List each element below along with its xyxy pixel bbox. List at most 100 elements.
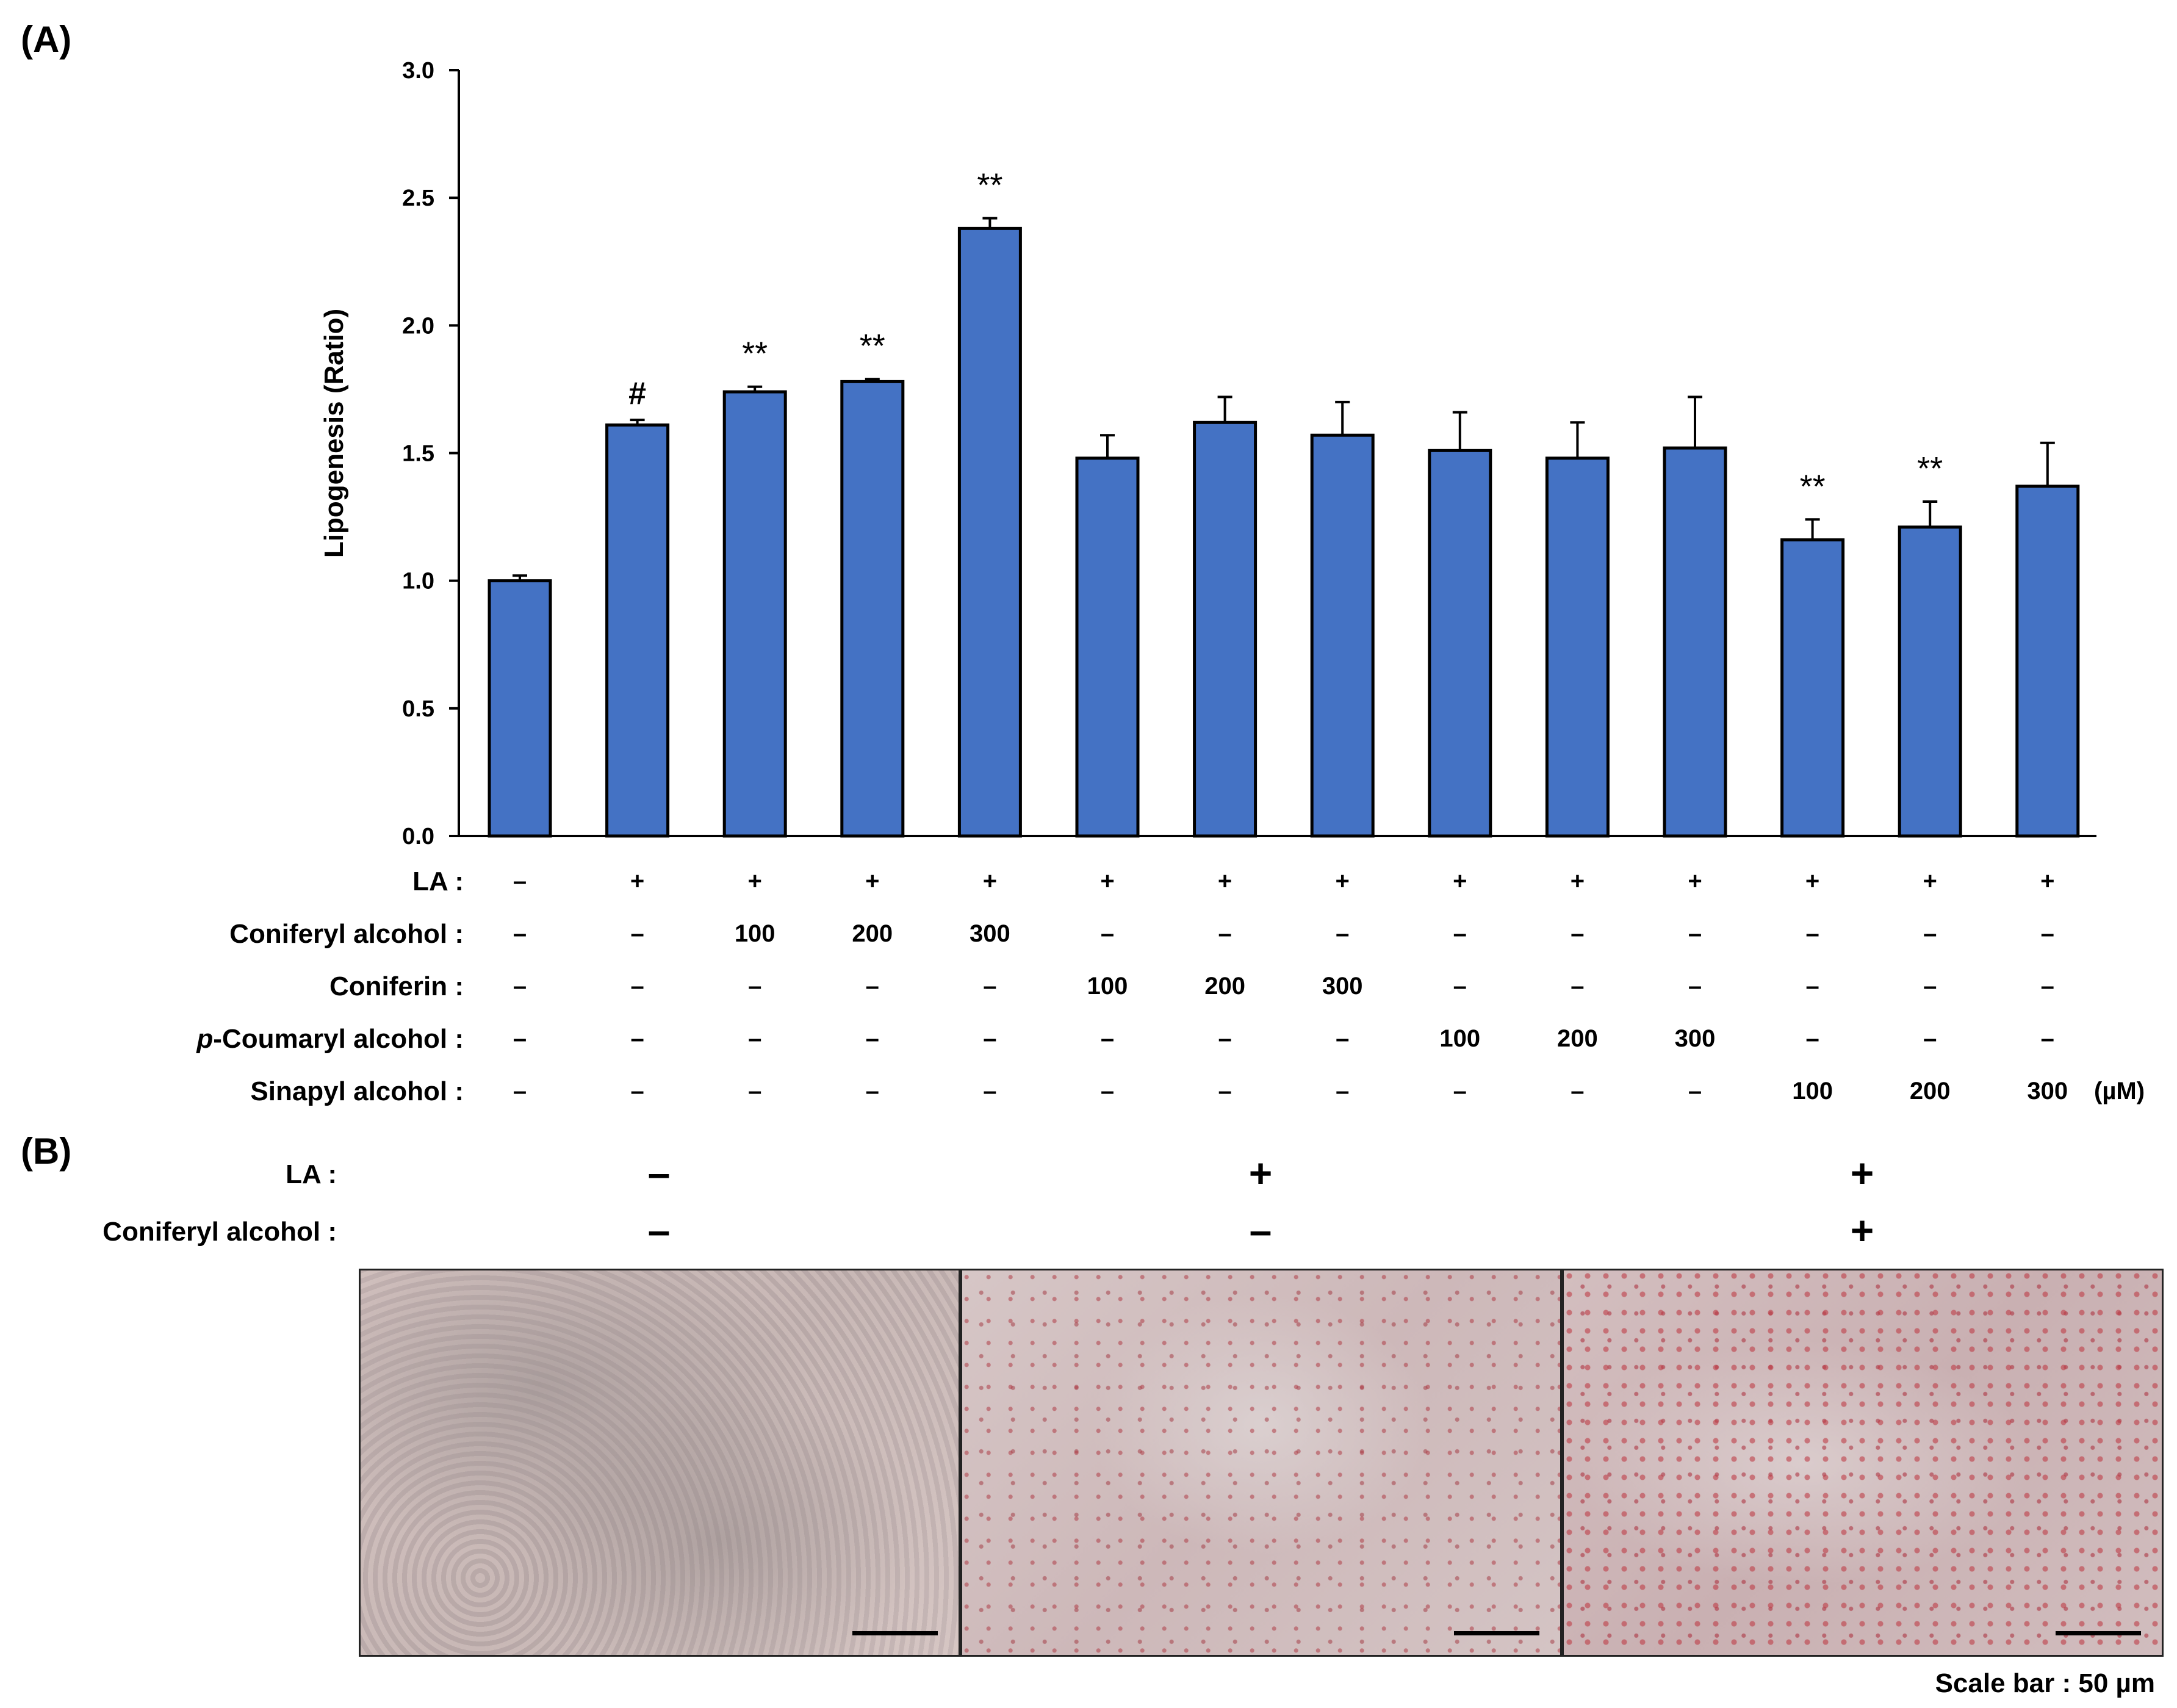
panel-b-row-label: Coniferyl alcohol :: [103, 1217, 337, 1247]
treatment-cell: –: [1805, 1025, 1819, 1052]
bar: [1428, 449, 1492, 838]
treatment-cell: 200: [852, 920, 893, 947]
y-tick-label: 2.5: [402, 186, 434, 211]
treatment-cell: +: [630, 868, 645, 895]
significance-marker: **: [1800, 468, 1826, 505]
bar: [605, 423, 670, 838]
treatment-cell: +: [1570, 868, 1585, 895]
treatment-cell: –: [1336, 1078, 1350, 1104]
treatment-cell: +: [1923, 868, 1937, 895]
bar-chart: Lipogenesis (Ratio) 0.0 0.5 1.0 1.5 2.0 2.5 3.…: [319, 58, 2096, 849]
y-tick-label: 0.0: [402, 824, 434, 849]
bar: [1545, 456, 1610, 838]
bar: [1898, 525, 1962, 838]
treatment-cell: +: [1453, 868, 1467, 895]
treatment-cell: –: [2040, 1025, 2054, 1052]
treatment-cell: –: [1100, 920, 1115, 947]
bar: [2015, 485, 2080, 838]
treatment-cell: –: [513, 1078, 527, 1104]
bars: # ** ** ** ** **: [488, 167, 2080, 838]
treatment-cell: –: [1218, 920, 1232, 947]
treatment-cell: 300: [2027, 1078, 2068, 1104]
treatment-cell: –: [1571, 1078, 1585, 1104]
micrograph-la: [960, 1269, 1562, 1657]
treatment-row-label: p-Coumaryl alcohol :: [196, 1024, 464, 1054]
treatment-cell: 100: [1439, 1025, 1481, 1052]
treatment-row-label: LA :: [412, 867, 464, 896]
treatment-cell: –: [748, 1025, 762, 1052]
treatment-cell: –: [1688, 973, 1702, 1000]
bar: [957, 226, 1022, 838]
bar: [1193, 420, 1258, 838]
treatment-cell: –: [1100, 1025, 1115, 1052]
treatment-cell: +: [982, 868, 998, 895]
y-axis-label: Lipogenesis (Ratio): [319, 309, 349, 558]
treatment-cell: –: [1923, 973, 1937, 1000]
bar: [1780, 538, 1845, 838]
treatment-cell: –: [1688, 920, 1702, 947]
treatment-cell: –: [630, 973, 644, 1000]
treatment-cell: –: [865, 1078, 879, 1104]
treatment-cell: –: [630, 920, 644, 947]
treatment-cell: –: [865, 973, 879, 1000]
treatment-row-label: Sinapyl alcohol :: [250, 1076, 464, 1106]
bar: [1075, 456, 1140, 838]
panel-b-label: (B): [21, 1131, 72, 1172]
treatment-cell: –: [630, 1078, 644, 1104]
scale-bar: [1454, 1631, 1539, 1635]
significance-marker: **: [742, 336, 768, 372]
treatment-cell: –: [865, 1025, 879, 1052]
treatment-cell: –: [748, 1078, 762, 1104]
treatment-cell: 100: [734, 920, 775, 947]
treatment-cell: –: [748, 973, 762, 1000]
y-tick-label: 0.5: [402, 696, 434, 722]
y-tick-label: 2.0: [402, 313, 434, 339]
panel-b-cell: +: [1850, 1150, 1874, 1195]
panel-b-cell: –: [647, 1150, 671, 1195]
bar: [840, 380, 905, 838]
treatment-cell: –: [513, 920, 527, 947]
treatment-cell: +: [865, 868, 880, 895]
treatment-cell: –: [2040, 920, 2054, 947]
treatment-cell: –: [1571, 973, 1585, 1000]
treatment-cell: 300: [970, 920, 1010, 947]
treatment-cell: –: [1100, 1078, 1115, 1104]
y-tick-label: 3.0: [402, 58, 434, 84]
scale-bar: [2056, 1631, 2141, 1635]
treatment-cell: –: [1336, 920, 1350, 947]
y-tick-label: 1.5: [402, 441, 434, 467]
treatment-cell: 200: [1909, 1078, 1951, 1104]
treatment-cell: +: [1100, 868, 1115, 895]
micrograph-la-coniferyl: [1562, 1269, 2164, 1657]
panel-b-cell: –: [647, 1208, 671, 1253]
treatment-cell: –: [1453, 973, 1467, 1000]
bar: [1663, 446, 1727, 838]
treatment-cell: 100: [1087, 973, 1128, 1000]
micrograph-control: [359, 1269, 960, 1657]
treatment-cell: –: [1923, 920, 1937, 947]
treatment-cell: –: [983, 973, 997, 1000]
treatment-cell: +: [1217, 868, 1232, 895]
treatment-cell: –: [513, 973, 527, 1000]
panel-a-label: (A): [21, 19, 72, 60]
treatment-cell: –: [2040, 973, 2054, 1000]
panel-b-row-label: LA :: [286, 1159, 337, 1189]
treatment-cell: +: [747, 868, 762, 895]
y-tick-label: 1.0: [402, 569, 434, 594]
treatment-cell: –: [1218, 1078, 1232, 1104]
treatment-cell: +: [1805, 868, 1820, 895]
significance-marker: #: [628, 376, 646, 411]
treatment-cell: –: [1805, 920, 1819, 947]
treatment-cell: –: [1571, 920, 1585, 947]
treatment-cell: +: [1688, 868, 1702, 895]
treatment-cell: 200: [1557, 1025, 1598, 1052]
unit-label: (µM): [2094, 1078, 2145, 1104]
treatment-cell: –: [513, 868, 527, 895]
treatment-cell: –: [1453, 920, 1467, 947]
panel-b-cell: +: [1248, 1150, 1273, 1195]
treatment-cell: 300: [1322, 973, 1363, 1000]
treatment-cell: –: [1336, 1025, 1350, 1052]
treatment-cell: –: [1453, 1078, 1467, 1104]
scale-bar-text: Scale bar : 50 µm: [1935, 1668, 2155, 1698]
scale-bar: [852, 1631, 938, 1635]
